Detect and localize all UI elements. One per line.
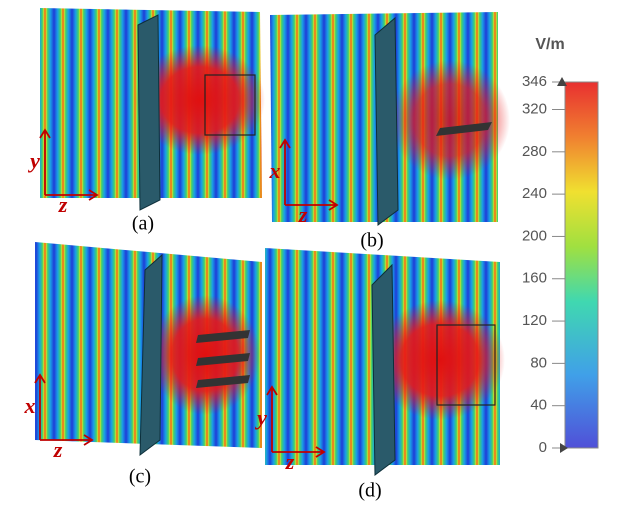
tick-label: 200 — [522, 227, 547, 244]
panel-label: (a) — [132, 213, 154, 235]
axis-label: y — [27, 148, 40, 173]
panel-label: (b) — [360, 230, 383, 252]
panel-label: (d) — [358, 480, 381, 502]
panel-label: (c) — [129, 466, 151, 488]
field-panel — [40, 8, 265, 211]
axis-arrow — [266, 385, 278, 452]
field-panel — [270, 12, 510, 226]
axis-arrow — [39, 128, 51, 195]
tick-label: 40 — [530, 397, 547, 414]
axis-arrow — [45, 189, 99, 201]
tick-label: 320 — [522, 100, 547, 117]
tick-label: 160 — [522, 270, 547, 287]
tick-label: 240 — [522, 185, 547, 202]
tick-label: 346 — [522, 73, 547, 90]
colorbar — [564, 81, 599, 449]
axis-label: z — [298, 202, 308, 227]
tick-label: 80 — [530, 354, 547, 371]
tick-label: 0 — [539, 439, 547, 456]
max-marker — [557, 77, 567, 86]
axis-label: x — [24, 393, 36, 418]
axis-arrow — [34, 373, 46, 440]
min-marker — [560, 443, 568, 453]
axis-arrow — [40, 434, 94, 446]
axis-label: z — [53, 437, 63, 462]
axis-arrow — [285, 199, 339, 211]
colorbar-unit: V/m — [535, 36, 564, 53]
axis-label: z — [285, 449, 295, 474]
tick-label: 280 — [522, 143, 547, 160]
axis-arrow — [272, 446, 326, 458]
axis-arrow — [279, 138, 291, 205]
field-panel — [35, 242, 262, 457]
axis-label: z — [58, 192, 68, 217]
axis-label: x — [269, 158, 281, 183]
axis-label: y — [254, 405, 267, 430]
field-panel — [265, 248, 505, 476]
tick-label: 120 — [522, 312, 547, 329]
